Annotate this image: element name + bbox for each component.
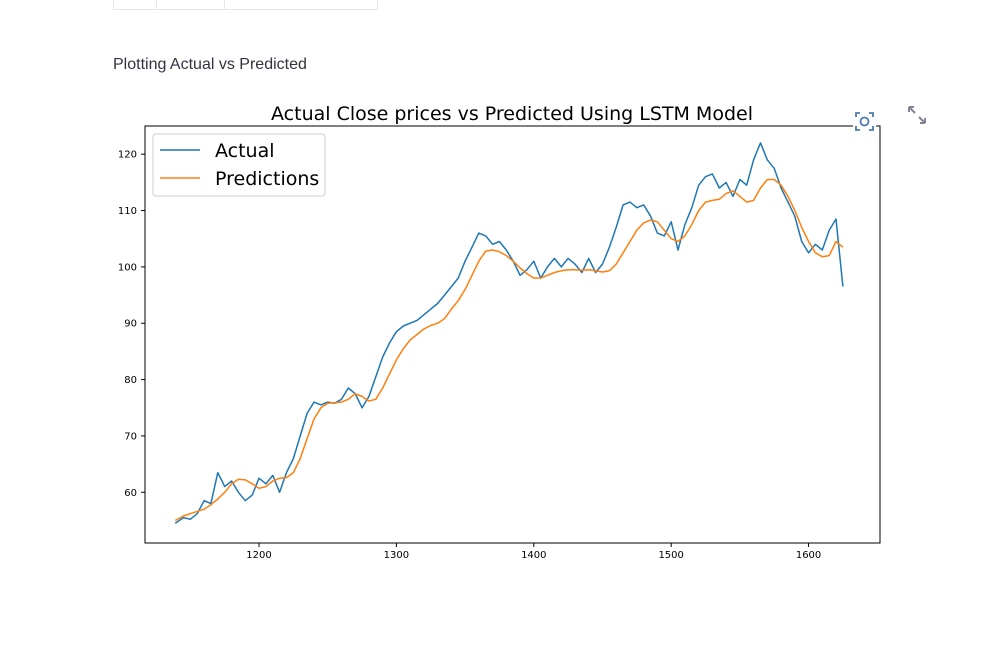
x-tick-label: 1200 — [246, 550, 271, 561]
section-subheading: Plotting Actual vs Predicted — [113, 56, 307, 73]
axes-frame — [144, 125, 881, 544]
table-cell — [157, 0, 225, 9]
dataframe-stub — [113, 0, 378, 10]
legend-label-predictions: Predictions — [215, 168, 319, 190]
legend-label-actual: Actual — [215, 140, 275, 162]
y-tick-label: 110 — [118, 206, 137, 217]
plot-area — [174, 142, 844, 524]
camera-icon[interactable] — [853, 110, 876, 133]
fullscreen-icon — [908, 106, 926, 124]
y-tick-label: 60 — [124, 488, 137, 499]
chart-title: Actual Close prices vs Predicted Using L… — [271, 103, 753, 125]
series-line-predictions — [174, 178, 844, 522]
y-tick-label: 100 — [118, 262, 137, 273]
axis-ticks: 1200 1300 1400 1500 1600 60 70 80 90 100 110 120 — [118, 150, 821, 561]
chart-legend: Actual Predictions — [152, 133, 326, 197]
fullscreen-button[interactable] — [905, 103, 929, 127]
x-tick-label: 1600 — [796, 550, 821, 561]
table-cell — [114, 0, 157, 9]
y-tick-label: 70 — [124, 431, 137, 442]
x-tick-label: 1400 — [521, 550, 546, 561]
y-tick-label: 90 — [124, 319, 137, 330]
y-tick-label: 120 — [118, 150, 137, 161]
x-tick-label: 1500 — [658, 550, 683, 561]
y-tick-label: 80 — [124, 375, 137, 386]
series-line-actual — [174, 142, 844, 524]
x-tick-label: 1300 — [384, 550, 409, 561]
